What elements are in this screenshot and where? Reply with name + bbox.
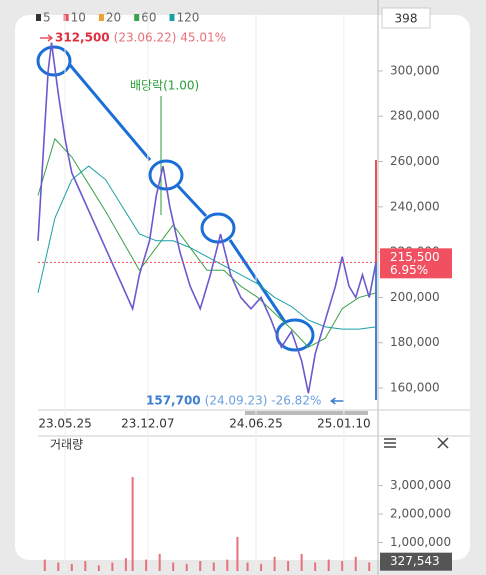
volume-bar [185,563,188,571]
volume-y-tick-label: 1,000,000 [390,535,451,549]
legend-label: 120 [176,11,199,25]
volume-bar [260,563,263,571]
max-arrow [40,34,54,42]
volume-bar [172,562,175,571]
volume-bar [287,561,290,571]
volume-bar [158,553,161,571]
volume-current-box [380,552,452,571]
volume-bar [145,559,148,571]
y-tick-label: 300,000 [390,63,440,77]
y-tick-label: 160,000 [390,381,440,395]
badge-box [381,7,431,29]
legend: 5 10 20 60 120 [36,11,199,25]
volume-bar [111,562,114,571]
y-tick-label: 180,000 [390,335,440,349]
volume-y-tick-label: 3,000,000 [390,478,451,492]
current-change: 6.95% [390,263,428,277]
volume-bar [70,563,73,571]
event-label: 배당락(1.00) [130,79,199,93]
min-arrow [330,397,344,405]
badge: 398 [395,12,418,26]
volume-current-value: 327,543 [390,554,440,568]
x-tick-label: 23.05.25 [38,417,91,431]
legend-swatch [98,14,104,21]
legend-label: 5 [43,11,51,25]
volume-bar [226,559,229,571]
volume-bar [314,562,317,571]
min-value: 157,700 [146,394,201,408]
min-detail: (24.09.23) -26.82% [205,394,322,408]
x-tick-label: 23.12.07 [121,417,174,431]
volume-bar [300,553,303,571]
current-value: 215,500 [390,250,440,264]
legend-label: 20 [106,11,121,25]
legend-swatch [169,14,175,21]
x-tick-label: 24.06.25 [229,417,282,431]
max-value: 312,500 [55,31,110,45]
volume-bar [57,562,60,571]
volume-bar [131,477,134,571]
volume-bar [273,556,276,571]
volume-bar [43,559,46,571]
volume-bar [97,565,100,571]
legend-label: 60 [141,11,156,25]
legend-swatch [63,14,69,21]
price-line [37,42,377,394]
volume-bar [368,562,371,571]
scrollbar[interactable] [245,411,368,415]
volume-bar [236,536,239,571]
volume-bar [327,559,330,571]
volume-bar [199,561,202,571]
volume-bar [212,562,215,571]
volume-bar [341,561,344,571]
close-icon[interactable] [437,437,449,449]
y-tick-label: 260,000 [390,154,440,168]
volume-bar [84,561,87,571]
legend-swatch [134,14,140,21]
menu-icon[interactable] [384,438,396,448]
legend-label: 10 [71,11,86,25]
volume-bar [354,556,357,571]
x-tick-label: 25.01.10 [317,417,370,431]
volume-title: 거래량 [50,438,83,452]
y-tick-label: 280,000 [390,109,440,123]
y-tick-label: 200,000 [390,290,440,304]
max-detail: (23.06.22) 45.01% [114,31,226,45]
current-box [380,248,452,279]
volume-y-tick-label: 2,000,000 [390,507,451,521]
y-tick-label: 240,000 [390,199,440,213]
ma-line [37,165,377,330]
legend-swatch [36,14,41,21]
volume-bar [124,558,127,571]
volume-bar [246,562,249,571]
